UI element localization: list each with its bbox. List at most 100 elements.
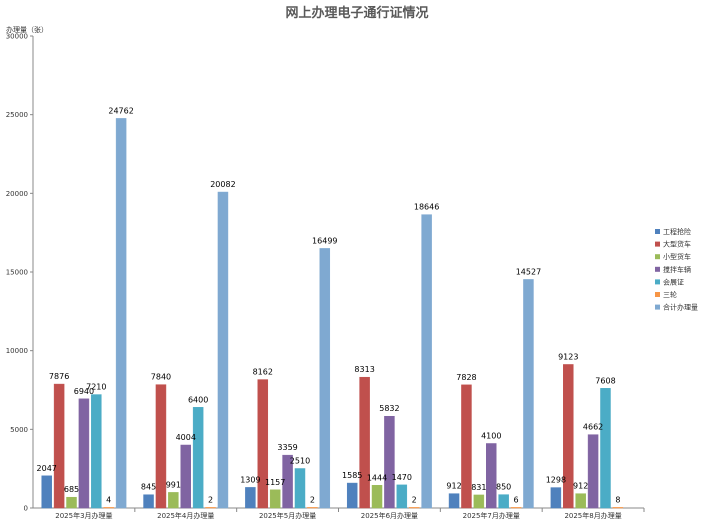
bar <box>282 454 293 509</box>
x-category-label: 2025年3月办理量 <box>55 511 112 520</box>
bar <box>346 482 358 509</box>
data-label: 2 <box>310 495 315 504</box>
bars-group <box>41 118 624 509</box>
data-label: 6940 <box>74 387 94 396</box>
bar <box>510 507 522 509</box>
data-label: 912 <box>573 482 588 491</box>
bar <box>600 388 611 509</box>
chart-title: 网上办理电子通行证情况 <box>285 5 428 21</box>
legend-label: 搅拌车辆 <box>663 265 691 274</box>
data-label: 3359 <box>277 443 297 452</box>
data-label: 850 <box>496 483 511 492</box>
data-label: 8 <box>615 495 620 504</box>
bar <box>587 434 599 509</box>
legend-label: 工程抢险 <box>663 227 691 236</box>
data-label: 685 <box>64 485 79 494</box>
bar <box>269 489 281 509</box>
data-label: 14527 <box>516 267 541 276</box>
bar <box>192 407 204 509</box>
data-label: 7876 <box>49 372 69 381</box>
legend-swatch <box>655 266 660 272</box>
bar <box>523 279 534 509</box>
data-label: 845 <box>141 483 156 492</box>
x-category-label: 2025年5月办理量 <box>259 511 316 520</box>
data-label: 1298 <box>546 476 566 485</box>
y-tick-label: 5000 <box>10 426 28 434</box>
legend-swatch <box>655 254 660 260</box>
bar <box>143 494 154 509</box>
legend-swatch <box>655 292 660 297</box>
y-tick-label: 10000 <box>6 347 28 355</box>
bar <box>498 494 509 509</box>
y-tick-label: 20000 <box>6 190 28 198</box>
data-label: 8162 <box>253 368 273 377</box>
data-label: 4100 <box>481 431 501 440</box>
data-label: 2047 <box>37 464 57 473</box>
data-label: 24762 <box>108 106 133 115</box>
bar <box>319 248 331 509</box>
data-label: 7828 <box>456 373 476 382</box>
bar <box>294 468 306 509</box>
data-label: 2510 <box>290 457 310 466</box>
x-category-label: 2025年8月办理量 <box>564 511 621 520</box>
bar <box>448 493 460 509</box>
bar <box>155 384 167 509</box>
data-label: 18646 <box>414 203 439 212</box>
data-label: 2 <box>208 495 213 504</box>
bar <box>115 118 127 509</box>
bar <box>41 475 52 509</box>
data-label: 912 <box>446 482 461 491</box>
data-label: 1585 <box>342 471 362 480</box>
data-label: 7840 <box>151 373 171 382</box>
data-label: 6 <box>514 495 519 504</box>
bar <box>245 487 256 509</box>
legend-swatch <box>655 229 660 234</box>
bar <box>168 492 179 509</box>
data-label: 4662 <box>583 423 603 432</box>
bar <box>307 507 318 509</box>
legend-label: 会展证 <box>663 277 684 286</box>
data-label: 7210 <box>86 383 106 392</box>
bar <box>550 487 562 509</box>
bar <box>473 494 485 509</box>
bar <box>396 484 408 509</box>
data-label: 1157 <box>265 478 285 487</box>
data-label: 8313 <box>354 365 374 374</box>
bar <box>408 507 420 509</box>
bar <box>78 398 90 509</box>
legend-label: 大型货车 <box>663 240 691 249</box>
bar <box>359 376 370 509</box>
data-label: 831 <box>471 483 486 492</box>
bar <box>612 507 624 509</box>
bar <box>180 444 191 509</box>
bar <box>421 214 432 509</box>
legend-swatch <box>655 304 660 310</box>
y-tick-label: 30000 <box>6 33 28 41</box>
legend-swatch <box>655 241 660 247</box>
bar <box>575 493 586 509</box>
bar <box>217 191 229 509</box>
bar <box>486 443 497 509</box>
x-category-label: 2025年4月办理量 <box>157 511 214 520</box>
data-label: 1470 <box>392 473 412 482</box>
bar <box>461 384 472 509</box>
y-tick-label: 25000 <box>6 111 28 119</box>
bar <box>257 379 269 509</box>
data-label: 4004 <box>176 433 196 442</box>
bar <box>371 485 383 509</box>
data-label: 7608 <box>595 376 615 385</box>
legend-label: 小型货车 <box>663 252 691 261</box>
data-label: 9123 <box>558 352 578 361</box>
data-label: 5832 <box>379 404 399 413</box>
legend-swatch <box>655 279 660 285</box>
bar <box>103 507 114 509</box>
bar <box>91 394 102 509</box>
data-label: 2 <box>412 495 417 504</box>
data-label: 991 <box>166 480 181 489</box>
bar <box>66 496 77 509</box>
data-label: 6400 <box>188 395 208 404</box>
bar <box>53 383 65 509</box>
